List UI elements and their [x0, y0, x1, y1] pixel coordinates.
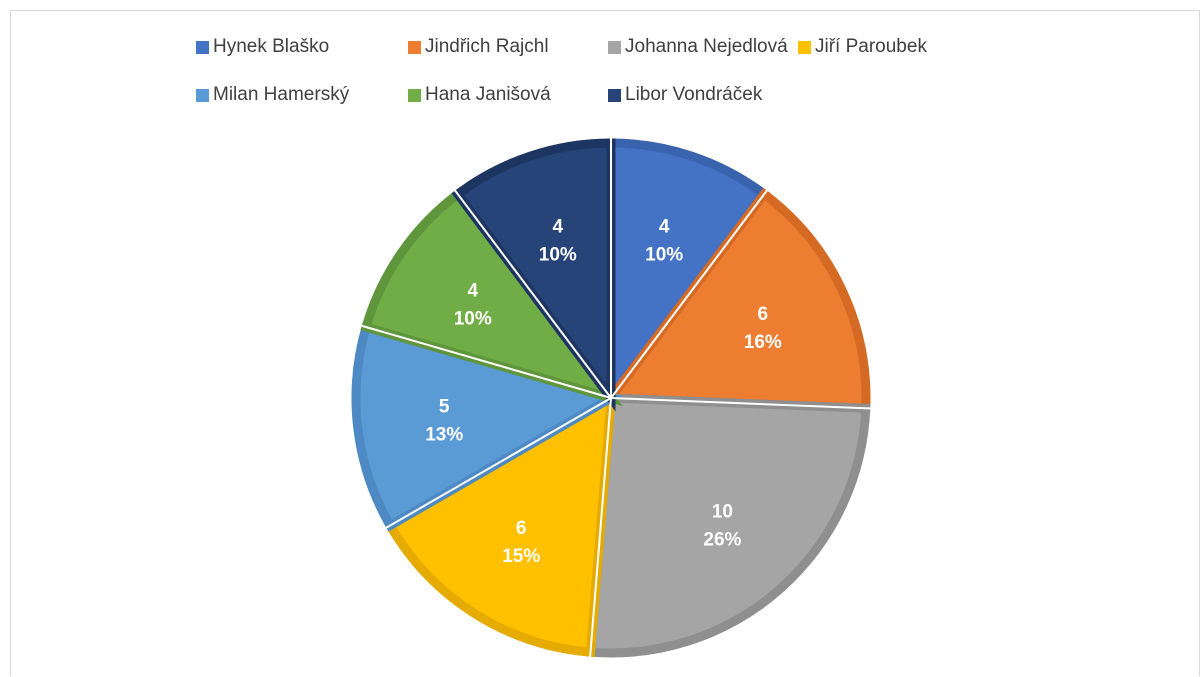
- slice-percent-label: 10%: [539, 245, 577, 266]
- legend-label: Hynek Blaško: [213, 36, 330, 57]
- legend-label: Jindřich Rajchl: [425, 36, 549, 57]
- legend-item-johanna-nejedlova: Johanna Nejedlová: [608, 36, 788, 58]
- legend-item-jindrich-rajchl: Jindřich Rajchl: [408, 36, 549, 58]
- legend-label: Libor Vondráček: [625, 84, 763, 105]
- slice-percent-label: 16%: [744, 332, 782, 353]
- slice-separator: [589, 397, 612, 659]
- slice-separator: [610, 188, 769, 399]
- pie-slice-0: [606, 138, 771, 412]
- legend-item-hynek-blasko: Hynek Blaško: [196, 36, 329, 58]
- slice-percent-label: 10%: [645, 245, 683, 266]
- slice-percent-label: 15%: [502, 546, 540, 567]
- legend-label: Jiří Paroubek: [815, 36, 927, 57]
- legend-item-milan-hamersky: Milan Hamerský: [196, 84, 349, 106]
- legend-swatch: [408, 88, 421, 102]
- slice-separator: [384, 397, 612, 530]
- slice-value-label: 6: [757, 304, 768, 325]
- slice-value-label: 6: [516, 518, 527, 539]
- pie-slice-3: [384, 389, 617, 658]
- slice-value-label: 5: [439, 396, 450, 417]
- legend-item-hana-janisova: Hana Janišová: [408, 84, 551, 106]
- pie-slice-1: [602, 187, 871, 413]
- slice-separator: [610, 397, 872, 410]
- legend-item-jiri-paroubek: Jiří Paroubek: [798, 36, 927, 58]
- legend-swatch: [608, 88, 621, 102]
- slice-percent-label: 26%: [703, 530, 741, 551]
- legend-label: Johanna Nejedlová: [625, 36, 788, 57]
- slice-separator: [453, 188, 612, 399]
- legend-swatch: [196, 88, 209, 102]
- slice-percent-label: 10%: [454, 309, 492, 330]
- pie-slice-6: [451, 138, 616, 412]
- pie-slice-2: [585, 393, 871, 658]
- legend-label: Hana Janišová: [425, 84, 551, 105]
- slice-percent-label: 13%: [425, 424, 463, 445]
- legend-item-libor-vondracek: Libor Vondráček: [608, 84, 762, 106]
- slice-value-label: 4: [553, 217, 564, 238]
- pie-slice-5: [360, 187, 623, 407]
- slice-value-label: 4: [659, 217, 670, 238]
- pie-slice-4: [351, 321, 623, 532]
- legend-swatch: [408, 40, 421, 54]
- legend-swatch: [608, 40, 621, 54]
- slice-value-label: 4: [467, 281, 478, 302]
- legend-label: Milan Hamerský: [213, 84, 350, 105]
- legend-swatch: [798, 40, 811, 54]
- legend-swatch: [196, 40, 209, 54]
- chart-frame: [10, 10, 1200, 676]
- slice-separator: [360, 324, 612, 399]
- slice-value-label: 10: [712, 502, 733, 523]
